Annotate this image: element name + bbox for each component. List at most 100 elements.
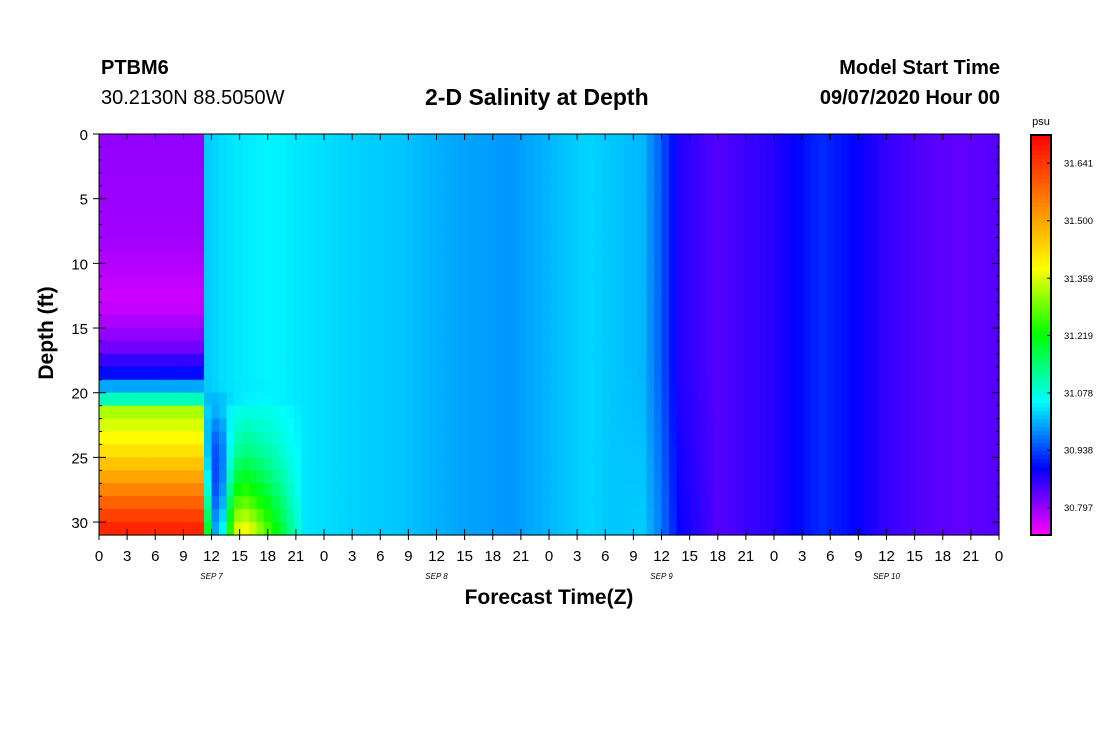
- heatmap-cell: [586, 470, 595, 484]
- heatmap-cell: [909, 405, 918, 420]
- heatmap-cell: [834, 431, 843, 446]
- heatmap-cell: [916, 172, 925, 187]
- heatmap-cell: [879, 405, 888, 420]
- heatmap-cell: [961, 250, 970, 264]
- heatmap-cell: [721, 418, 730, 433]
- heatmap-cell: [916, 198, 925, 213]
- heatmap-cell: [414, 470, 423, 484]
- heatmap-cell: [144, 185, 153, 200]
- heatmap-cell: [459, 353, 468, 368]
- heatmap-cell: [399, 211, 408, 226]
- heatmap-cell: [339, 224, 348, 239]
- heatmap-cell: [489, 483, 498, 497]
- heatmap-cell: [114, 496, 123, 510]
- heatmap-cell: [781, 392, 790, 407]
- heatmap-cell: [241, 224, 250, 239]
- heatmap-cell: [196, 379, 205, 394]
- heatmap-cell: [114, 405, 123, 420]
- heatmap-cell: [796, 159, 805, 174]
- heatmap-cell: [586, 276, 595, 290]
- heatmap-cell: [714, 509, 723, 523]
- heatmap-cell: [129, 496, 138, 510]
- heatmap-cell: [181, 483, 190, 497]
- heatmap-cell: [429, 237, 438, 252]
- heatmap-cell: [489, 250, 498, 264]
- heatmap-cell: [369, 483, 378, 497]
- heatmap-cell: [414, 146, 423, 161]
- heatmap-cell: [631, 444, 640, 458]
- heatmap-cell: [121, 496, 130, 510]
- heatmap-cell: [144, 405, 153, 420]
- heatmap-cell: [301, 353, 310, 368]
- heatmap-cell: [391, 353, 400, 368]
- heatmap-cell: [804, 470, 813, 484]
- heatmap-cell: [174, 405, 183, 420]
- heatmap-cell: [924, 159, 933, 174]
- heatmap-cell: [811, 211, 820, 226]
- heatmap-cell: [976, 289, 985, 303]
- heatmap-cell: [391, 185, 400, 200]
- heatmap-cell: [676, 483, 685, 497]
- heatmap-cell: [204, 405, 213, 420]
- heatmap-cell: [661, 276, 670, 290]
- colorbar-segment: [1031, 375, 1051, 380]
- heatmap-cell: [151, 211, 160, 226]
- heatmap-cell: [369, 198, 378, 213]
- heatmap-cell: [909, 211, 918, 226]
- heatmap-cell: [601, 159, 610, 174]
- heatmap-cell: [151, 263, 160, 277]
- heatmap-cell: [151, 315, 160, 329]
- heatmap-cell: [234, 302, 243, 316]
- heatmap-cell: [579, 444, 588, 458]
- heatmap-cell: [714, 418, 723, 433]
- heatmap-cell: [114, 211, 123, 226]
- heatmap-cell: [856, 211, 865, 226]
- heatmap-cell: [946, 237, 955, 252]
- heatmap-cell: [954, 263, 963, 277]
- heatmap-cell: [879, 250, 888, 264]
- heatmap-cell: [511, 405, 520, 420]
- colorbar-segment: [1031, 487, 1051, 492]
- heatmap-cell: [654, 250, 663, 264]
- heatmap-cell: [774, 289, 783, 303]
- heatmap-cell: [196, 224, 205, 239]
- heatmap-cell: [684, 392, 693, 407]
- heatmap-cell: [541, 496, 550, 510]
- heatmap-cell: [451, 457, 460, 471]
- heatmap-cell: [279, 134, 288, 148]
- heatmap-cell: [534, 457, 543, 471]
- heatmap-cell: [256, 392, 265, 407]
- heatmap-cell: [601, 185, 610, 200]
- heatmap-cell: [369, 392, 378, 407]
- heatmap-cell: [211, 340, 220, 355]
- heatmap-cell: [931, 379, 940, 394]
- heatmap-cell: [316, 340, 325, 355]
- heatmap-cell: [894, 224, 903, 239]
- heatmap-cell: [219, 237, 228, 252]
- heatmap-cell: [346, 198, 355, 213]
- heatmap-cell: [151, 185, 160, 200]
- heatmap-cell: [646, 483, 655, 497]
- heatmap-cell: [256, 405, 265, 420]
- heatmap-cell: [946, 185, 955, 200]
- heatmap-cell: [751, 470, 760, 484]
- heatmap-cell: [474, 444, 483, 458]
- heatmap-cell: [556, 159, 565, 174]
- heatmap-cell: [451, 509, 460, 523]
- heatmap-cell: [939, 379, 948, 394]
- heatmap-cell: [526, 509, 535, 523]
- heatmap-cell: [766, 302, 775, 316]
- heatmap-cell: [781, 159, 790, 174]
- heatmap-cell: [474, 431, 483, 446]
- heatmap-cell: [376, 211, 385, 226]
- heatmap-cell: [804, 522, 813, 536]
- heatmap-cell: [624, 392, 633, 407]
- heatmap-cell: [661, 366, 670, 381]
- heatmap-cell: [774, 405, 783, 420]
- heatmap-cell: [684, 302, 693, 316]
- heatmap-cell: [804, 431, 813, 446]
- heatmap-cell: [684, 444, 693, 458]
- heatmap-cell: [871, 289, 880, 303]
- heatmap-cell: [354, 159, 363, 174]
- heatmap-cell: [691, 198, 700, 213]
